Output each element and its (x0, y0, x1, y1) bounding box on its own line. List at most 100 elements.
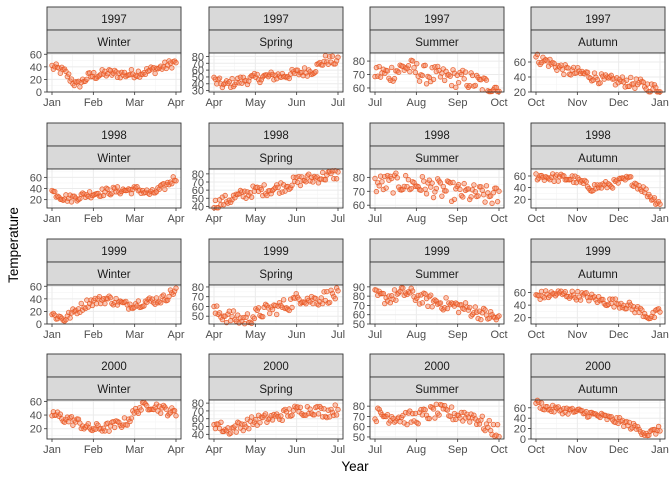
data-point (561, 71, 567, 78)
data-point (248, 320, 255, 327)
data-point (173, 60, 179, 66)
data-point (651, 82, 658, 88)
data-point (490, 421, 497, 428)
data-point (246, 192, 252, 199)
data-point (328, 406, 334, 413)
data-point (538, 59, 545, 66)
data-point (404, 421, 410, 428)
data-point (453, 84, 459, 91)
x-tick-label: Mar (125, 329, 144, 341)
data-point (254, 71, 260, 78)
data-point (52, 188, 58, 195)
facet-season-label: Winter (97, 384, 130, 396)
data-point (533, 54, 539, 60)
y-tick-label: 40 (514, 300, 526, 312)
data-point (335, 288, 341, 294)
data-point (57, 70, 64, 76)
data-point (264, 419, 270, 425)
data-point (572, 173, 578, 179)
data-point (577, 297, 584, 303)
y-tick-label: 20 (30, 424, 42, 436)
data-point (332, 61, 338, 67)
y-tick-label: 60 (30, 172, 42, 184)
panel-border (530, 168, 666, 209)
data-point (623, 77, 630, 83)
data-point (461, 409, 467, 416)
x-tick-label: Jan (43, 97, 61, 109)
facet-season-label: Spring (259, 384, 292, 396)
data-point (483, 77, 490, 83)
data-point (384, 412, 391, 418)
y-tick-label: 40 (30, 184, 42, 196)
data-point (409, 58, 416, 64)
data-point (430, 406, 437, 412)
panel-border (530, 399, 666, 440)
facet-year-label: 2000 (263, 361, 289, 373)
data-point (257, 419, 263, 426)
data-point (318, 295, 324, 301)
panel-border (369, 284, 505, 325)
data-point (391, 75, 398, 82)
x-tick-label: May (245, 213, 266, 225)
data-point (333, 412, 340, 418)
data-point (267, 310, 273, 317)
data-point (373, 287, 380, 293)
x-tick-label: Jul (331, 444, 345, 456)
data-point (479, 187, 485, 193)
data-point (79, 307, 86, 313)
data-point (590, 187, 596, 194)
y-tick-label: 80 (353, 56, 365, 68)
data-point (86, 189, 93, 195)
data-point (225, 425, 231, 431)
data-point (169, 65, 175, 71)
data-point (472, 82, 479, 89)
data-point (68, 413, 75, 420)
data-point (253, 416, 259, 423)
facet-year-label: 1997 (585, 14, 611, 26)
data-point (433, 185, 439, 192)
y-tick-label: 20 (514, 194, 526, 206)
data-point (128, 66, 135, 73)
data-point (240, 193, 246, 200)
data-point (475, 193, 481, 199)
data-point (637, 429, 644, 435)
data-point (160, 64, 167, 70)
y-tick-label: 50 (192, 422, 204, 434)
data-point (550, 402, 556, 409)
data-point (583, 179, 589, 185)
panel-border (208, 168, 344, 209)
x-tick-label: Feb (84, 213, 103, 225)
data-point (422, 291, 428, 297)
data-point (173, 178, 179, 184)
data-point (77, 196, 83, 202)
data-point (218, 419, 224, 425)
data-point (482, 307, 488, 313)
x-tick-label: Feb (84, 97, 103, 109)
data-point (408, 185, 414, 192)
data-point (657, 201, 663, 207)
x-tick-label: Jul (368, 444, 382, 456)
data-point (113, 295, 119, 302)
facet-year-label: 1998 (101, 130, 127, 142)
data-point (422, 62, 428, 69)
data-point (276, 190, 283, 196)
data-point (251, 315, 258, 322)
data-point (289, 412, 295, 418)
data-point (257, 79, 263, 86)
y-tick-label: 70 (353, 300, 365, 312)
data-point (68, 199, 75, 205)
data-point (393, 297, 399, 303)
facet-season-label: Winter (97, 153, 130, 165)
y-tick-label: 60 (30, 281, 42, 293)
data-point (609, 185, 616, 191)
data-point (113, 69, 119, 75)
x-tick-label: Jul (331, 97, 345, 109)
data-point (373, 188, 380, 195)
data-point (468, 194, 474, 200)
data-point (260, 313, 266, 320)
data-point (167, 409, 174, 416)
